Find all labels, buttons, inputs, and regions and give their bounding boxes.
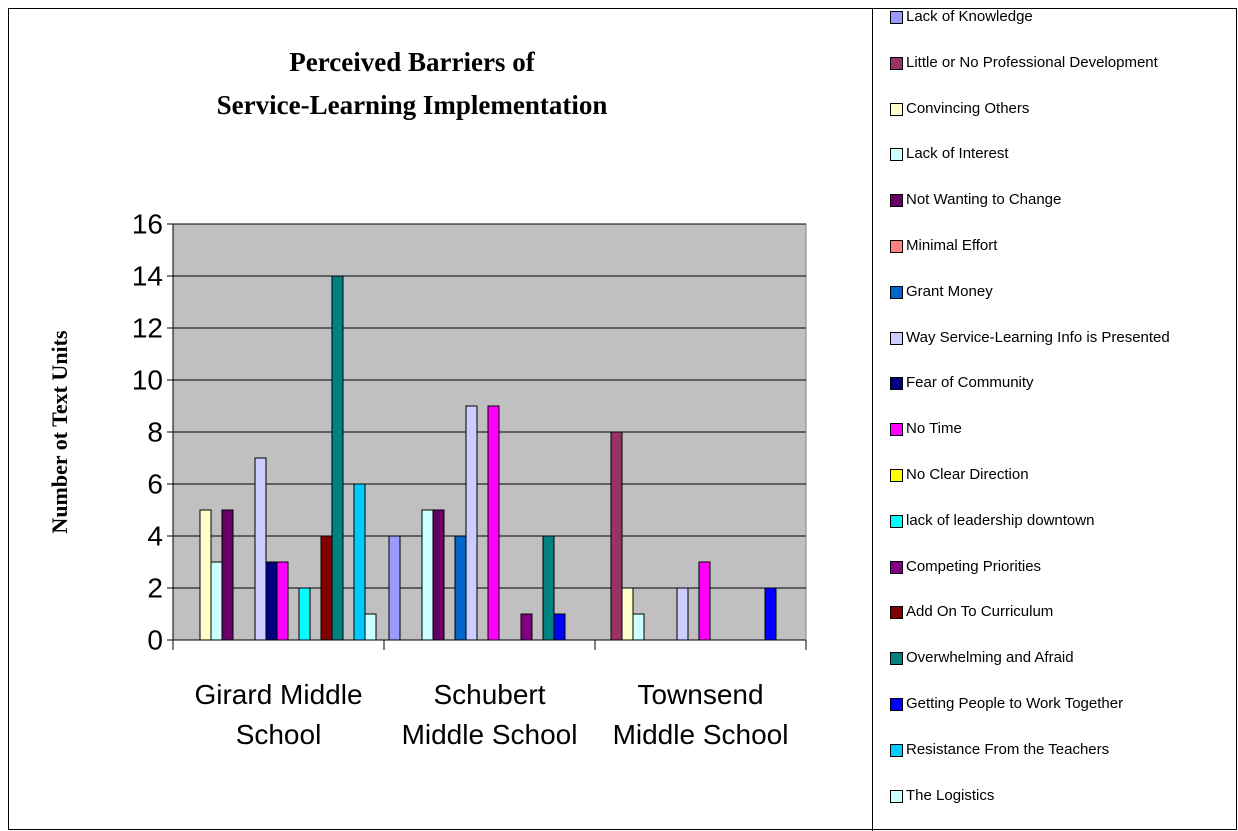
- bar: [432, 509, 445, 641]
- y-axis-label: Number ot Text Units: [47, 330, 72, 534]
- bar: [542, 535, 555, 641]
- chart-title: Service-Learning Implementation: [217, 90, 608, 120]
- legend-label: No Time: [906, 420, 962, 438]
- x-tick-label: Girard Middle School: [194, 679, 363, 750]
- chart-frame: [8, 8, 1237, 830]
- legend-label: Lack of Interest: [906, 145, 1009, 163]
- legend-item: Overwhelming and Afraid: [890, 649, 1180, 666]
- bar: [487, 405, 500, 641]
- legend-swatch: [890, 652, 903, 666]
- legend-label: Grant Money: [906, 282, 993, 300]
- bar: [621, 587, 634, 641]
- legend-label: Lack of Knowledge: [906, 8, 1033, 25]
- legend-swatch: [890, 789, 903, 803]
- legend-item: Add On To Curriculum: [890, 603, 1180, 620]
- bar: [254, 457, 267, 641]
- legend-label: The Logistics: [906, 786, 995, 804]
- legend-label: Getting People to Work Together: [906, 695, 1124, 712]
- legend-label: Not Wanting to Change: [906, 191, 1062, 209]
- legend-item: No Clear Direction: [890, 466, 1180, 483]
- legend-label: lack of leadership downtown: [906, 511, 1095, 529]
- legend-item: No Time: [890, 420, 1180, 437]
- legend-swatch: [890, 148, 903, 162]
- bar: [210, 561, 223, 641]
- legend-swatch: [890, 469, 903, 482]
- y-tick-label: 8: [147, 416, 163, 447]
- legend-label: No Clear Direction: [906, 466, 1029, 483]
- y-tick-label: 0: [147, 624, 163, 655]
- legend-swatch: [890, 514, 903, 528]
- legend-item: Grant Money: [890, 283, 1180, 300]
- legend-swatch: [890, 102, 903, 116]
- legend-label: Fear of Community: [906, 374, 1034, 392]
- bar: [353, 483, 366, 641]
- legend-swatch: [890, 377, 903, 391]
- legend-swatch: [890, 194, 903, 208]
- legend-label: Little or No Professional Development: [906, 53, 1158, 71]
- legend-item: Convincing Others: [890, 100, 1180, 117]
- legend-swatch: [890, 743, 903, 757]
- bar: [276, 561, 289, 641]
- bar: [676, 587, 689, 641]
- legend-swatch: [890, 331, 903, 345]
- bar: [520, 613, 533, 641]
- y-tick-label: 6: [147, 468, 163, 499]
- legend-swatch: [890, 56, 903, 70]
- legend-item: Way Service-Learning Info is Presented: [890, 329, 1180, 346]
- x-tick-label: Townsend Middle School: [612, 679, 789, 750]
- legend-item: Lack of Interest: [890, 145, 1180, 162]
- legend-swatch: [890, 560, 903, 574]
- bar: [421, 509, 434, 641]
- legend-item: The Logistics: [890, 787, 1180, 804]
- y-tick-label: 14: [132, 260, 163, 291]
- bar: [610, 431, 623, 641]
- legend-label: Overwhelming and Afraid: [906, 649, 1074, 667]
- legend-item: Resistance From the Teachers: [890, 741, 1180, 758]
- legend-swatch: [890, 423, 903, 437]
- bar: [364, 613, 377, 641]
- y-tick-label: 2: [147, 572, 163, 603]
- bar: [320, 535, 333, 641]
- bar: [454, 535, 467, 641]
- legend-label: Way Service-Learning Info is Presented: [906, 328, 1170, 346]
- legend-item: Getting People to Work Together: [890, 695, 1180, 712]
- bar: [764, 587, 777, 641]
- legend-swatch: [890, 240, 903, 253]
- bar: [331, 275, 344, 641]
- bar: [298, 587, 311, 641]
- bar: [553, 613, 566, 641]
- y-tick-label: 10: [132, 364, 163, 395]
- bar: [221, 509, 234, 641]
- legend-swatch: [890, 11, 903, 24]
- legend-item: Minimal Effort: [890, 237, 1180, 254]
- legend-label: Competing Priorities: [906, 557, 1042, 575]
- legend-item: Not Wanting to Change: [890, 191, 1180, 208]
- legend-item: Fear of Community: [890, 374, 1180, 391]
- legend-swatch: [890, 606, 903, 620]
- legend-label: Convincing Others: [906, 99, 1030, 117]
- bar: [388, 535, 401, 641]
- y-tick-label: 4: [147, 520, 163, 551]
- legend-label: Minimal Effort: [906, 237, 998, 254]
- bar: [632, 613, 645, 641]
- legend-item: lack of leadership downtown: [890, 512, 1180, 529]
- legend-item: Little or No Professional Development: [890, 54, 1180, 71]
- y-tick-label: 16: [132, 208, 163, 239]
- legend-label: Add On To Curriculum: [906, 603, 1054, 621]
- x-tick-label: Schubert Middle School: [401, 679, 578, 750]
- bar: [199, 509, 212, 641]
- bar: [265, 561, 278, 641]
- bar: [698, 561, 711, 641]
- legend-item: Competing Priorities: [890, 558, 1180, 575]
- legend-swatch: [890, 285, 903, 299]
- bar: [465, 405, 478, 641]
- y-tick-label: 12: [132, 312, 163, 343]
- chart-title: Perceived Barriers of: [289, 47, 535, 77]
- legend-swatch: [890, 698, 903, 711]
- legend-label: Resistance From the Teachers: [906, 740, 1110, 758]
- legend-item: Lack of Knowledge: [890, 8, 1180, 25]
